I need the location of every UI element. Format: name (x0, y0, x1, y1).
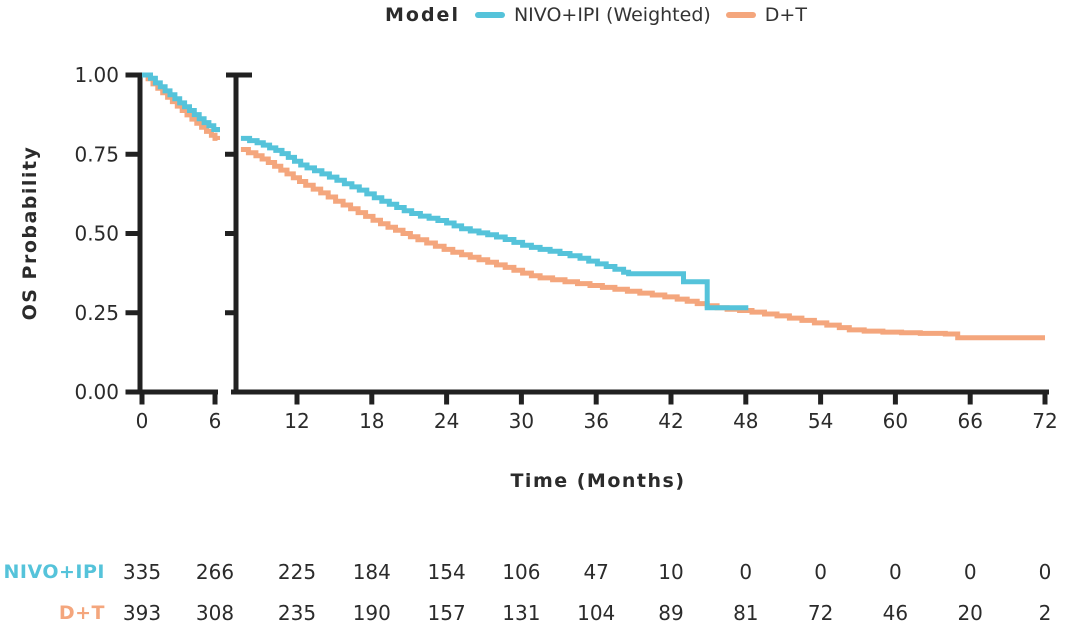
x-tick-label: 60 (883, 409, 908, 433)
x-tick-label: 12 (284, 409, 309, 433)
risk-count: 308 (195, 601, 235, 625)
risk-count: 157 (427, 601, 466, 625)
risk-count: 0 (739, 560, 753, 584)
risk-row-label-nivo-ipi: NIVO+IPI (3, 561, 105, 583)
risk-count: 335 (122, 560, 162, 584)
risk-count: 47 (583, 560, 609, 584)
risk-count: 106 (502, 560, 541, 584)
risk-count: 0 (889, 560, 902, 584)
y-tick-label: 0.25 (74, 301, 119, 325)
x-tick-label: 42 (658, 409, 683, 433)
x-tick-label: 0 (136, 409, 149, 433)
legend-label-dt: D+T (764, 4, 807, 26)
legend-title: Model (385, 4, 460, 26)
risk-count: 2 (1038, 601, 1052, 625)
y-tick-label: 1.00 (74, 63, 119, 87)
risk-count: 393 (122, 601, 162, 625)
legend-label-nivo-ipi: NIVO+IPI (Weighted) (513, 4, 711, 26)
x-tick-label: 30 (509, 409, 534, 433)
risk-count: 72 (807, 601, 834, 625)
km-curve-dt-segment2 (240, 147, 1045, 341)
risk-count: 235 (277, 601, 317, 625)
risk-row-label-dt: D+T (58, 602, 105, 624)
risk-count: 89 (658, 601, 684, 625)
x-axis-title: Time (Months) (510, 470, 686, 492)
dt-line-swatch-icon (725, 12, 756, 18)
risk-count: 154 (427, 560, 466, 584)
risk-count: 20 (957, 601, 983, 625)
y-tick-label: 0.75 (74, 142, 119, 166)
km-curve-nivo-ipi-segment1 (142, 72, 220, 133)
x-tick-label: 54 (808, 409, 833, 433)
legend-entry-nivo-ipi: NIVO+IPI (Weighted) (474, 4, 711, 26)
y-tick-label: 0.00 (74, 380, 119, 404)
x-tick-label: 6 (209, 409, 222, 433)
risk-count: 190 (352, 601, 391, 625)
plot-area: 0.00 0.25 0.50 0.75 1.00 0 6 12 18 24 30 36 42 48 54 60… (74, 63, 1057, 433)
risk-count: 0 (814, 560, 827, 584)
x-tick-label: 36 (583, 409, 608, 433)
risk-count: 225 (277, 560, 317, 584)
risk-count: 266 (195, 560, 235, 584)
x-tick-label: 48 (733, 409, 758, 433)
y-axis-title: OS Probability (19, 145, 41, 321)
risk-table-row-nivo-ipi: NIVO+IPI 335 266 225 184 154 106 47 10 0 0 0 0 0 (0, 559, 1080, 585)
risk-count: 0 (963, 560, 977, 584)
risk-count: 104 (577, 601, 616, 625)
risk-count: 184 (352, 560, 391, 584)
x-tick-label: 18 (359, 409, 384, 433)
legend: Model NIVO+IPI (Weighted) D+T (385, 4, 807, 26)
risk-count: 81 (733, 601, 759, 625)
x-tick-label: 66 (957, 409, 982, 433)
risk-count: 0 (1038, 560, 1052, 584)
y-tick-label: 0.50 (74, 222, 119, 246)
x-tick-label: 72 (1032, 409, 1057, 433)
nivo-ipi-line-swatch-icon (474, 12, 505, 18)
risk-count: 46 (882, 601, 909, 625)
risk-count: 10 (658, 560, 684, 584)
km-curve-nivo-ipi-segment2 (240, 135, 749, 311)
risk-table-row-dt: D+T 393 308 235 190 157 131 104 89 81 72 46 20 2 (0, 600, 1080, 626)
risk-count: 131 (502, 601, 541, 625)
x-tick-label: 24 (434, 409, 459, 433)
legend-entry-dt: D+T (725, 4, 807, 26)
